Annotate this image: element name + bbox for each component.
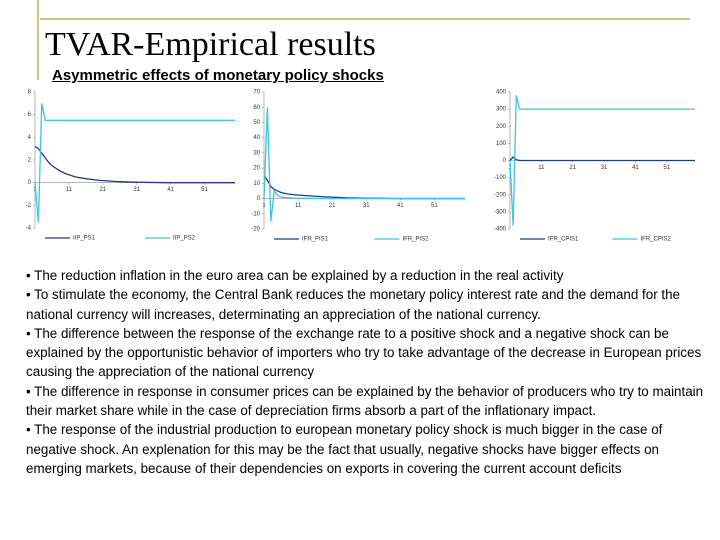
x-tick-label: 51 xyxy=(663,165,670,171)
y-tick-label: 100 xyxy=(496,141,507,147)
bullet: • The response of the industrial product… xyxy=(26,422,663,476)
y-tick-label: 20 xyxy=(253,166,260,172)
x-tick-label: 51 xyxy=(201,187,208,193)
y-tick-label: -400 xyxy=(494,227,507,233)
x-tick-label: 41 xyxy=(397,203,404,209)
series-line xyxy=(263,175,465,200)
y-tick-label: 50 xyxy=(253,120,260,126)
x-tick-label: 31 xyxy=(133,187,140,193)
bullet: • To stimulate the economy, the Central … xyxy=(26,287,680,322)
y-tick-label: 4 xyxy=(28,135,32,141)
y-tick-label: -300 xyxy=(494,209,507,215)
y-tick-label: -100 xyxy=(494,175,507,181)
x-tick-label: 11 xyxy=(66,187,73,193)
y-tick-label: 400 xyxy=(496,90,507,96)
x-tick-label: 31 xyxy=(363,203,370,209)
x-tick-label: 11 xyxy=(295,203,302,209)
x-tick-label: 21 xyxy=(99,187,106,193)
y-tick-label: -20 xyxy=(251,227,260,233)
series-line xyxy=(509,156,695,162)
y-tick-label: 0 xyxy=(503,158,507,164)
y-tick-label: 8 xyxy=(28,90,32,96)
x-tick-label: 31 xyxy=(601,165,608,171)
bullet-list: • The reduction inflation in the euro ar… xyxy=(26,266,714,478)
x-tick-label: 41 xyxy=(167,187,174,193)
y-tick-label: 0 xyxy=(257,196,261,202)
x-tick-label: 21 xyxy=(329,203,336,209)
series-line xyxy=(263,107,465,222)
bullet: • The reduction inflation in the euro ar… xyxy=(26,268,564,283)
slide-title: TVAR-Empirical results xyxy=(45,26,376,63)
y-tick-label: 10 xyxy=(253,181,260,187)
y-tick-label: 40 xyxy=(253,135,260,141)
x-tick-label: 1 xyxy=(262,203,266,209)
x-tick-label: 41 xyxy=(632,165,639,171)
y-tick-label: 0 xyxy=(28,180,32,186)
legend-label: IIP_PS1 xyxy=(73,236,96,242)
y-tick-label: 200 xyxy=(496,124,507,130)
y-tick-label: 60 xyxy=(253,105,260,111)
y-tick-label: 6 xyxy=(28,112,32,118)
series-line xyxy=(34,103,235,223)
y-tick-label: -2 xyxy=(26,203,32,209)
y-tick-label: -4 xyxy=(26,226,32,232)
y-tick-label: -10 xyxy=(251,211,260,217)
y-tick-label: 2 xyxy=(28,158,32,164)
y-tick-label: -200 xyxy=(494,192,507,198)
x-tick-label: 21 xyxy=(569,165,576,171)
x-tick-label: 11 xyxy=(538,165,545,171)
y-tick-label: 300 xyxy=(496,107,507,113)
legend-label: IFR_CPIS1 xyxy=(548,237,579,243)
legend-label: IFR_PIS2 xyxy=(403,237,430,243)
bullet: • The difference between the response of… xyxy=(26,325,702,380)
bullet: • The difference in response in consumer… xyxy=(26,383,704,419)
y-tick-label: 70 xyxy=(253,90,260,96)
legend-label: IIP_PS2 xyxy=(173,236,196,242)
slide-subtitle: Asymmetric effects of monetary policy sh… xyxy=(52,67,384,84)
x-tick-label: 51 xyxy=(431,203,438,209)
series-line xyxy=(34,145,235,184)
legend-label: IFR_CPIS2 xyxy=(641,237,672,243)
series-line xyxy=(509,95,695,226)
y-tick-label: 30 xyxy=(253,150,260,156)
legend-label: IFR_PIS1 xyxy=(302,237,329,243)
